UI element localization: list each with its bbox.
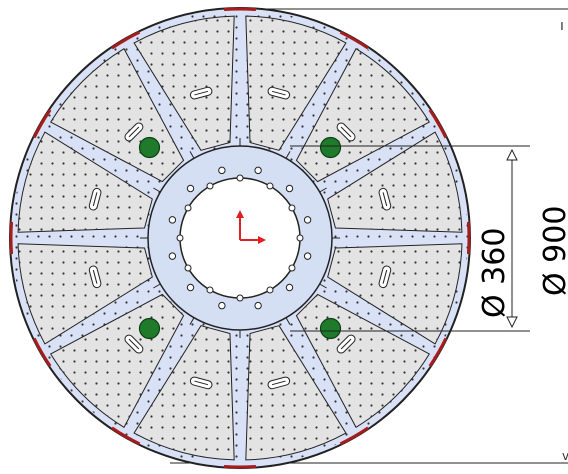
- plate-slot: [124, 334, 144, 354]
- rim-accent: [223, 7, 257, 12]
- plate-slot: [336, 334, 356, 354]
- plate-slot: [124, 122, 144, 142]
- hub-notch: [285, 151, 291, 159]
- bore-hole: [218, 301, 226, 310]
- grey-plate: [245, 15, 347, 151]
- bore-hole: [285, 184, 294, 193]
- rim-accents: [9, 7, 471, 469]
- bore-hole: [168, 216, 177, 224]
- green-bolt-icon: [319, 136, 342, 159]
- bore-scallop: [184, 204, 192, 212]
- rim-accent: [428, 337, 448, 367]
- green-bolt-icon: [138, 136, 161, 159]
- bore-hole: [218, 166, 226, 175]
- rim-accent: [32, 109, 52, 139]
- bore-scallop: [206, 286, 214, 294]
- plate-slot: [88, 187, 102, 211]
- grey-plate: [245, 325, 347, 461]
- bore-hole: [168, 252, 177, 260]
- dimension-label-outer: Ø 900: [538, 206, 568, 296]
- hub-notch: [285, 317, 291, 325]
- green-bolts: [138, 136, 342, 340]
- bore-scallop: [266, 182, 274, 190]
- dimension-label-inner: Ø 360: [477, 228, 512, 318]
- corner-mark-bottom: v: [562, 449, 568, 463]
- plate-slot: [267, 86, 291, 100]
- rim-accent: [111, 426, 141, 446]
- bore-hole: [186, 184, 195, 193]
- bore-hole: [254, 301, 262, 310]
- bore-scallop: [184, 264, 192, 272]
- plate-slot: [378, 187, 392, 211]
- grey-plate: [133, 15, 235, 151]
- hub-notches: [140, 138, 340, 338]
- grey-plate: [133, 325, 235, 461]
- green-bolt-icon: [319, 317, 342, 340]
- corner-mark-top: ı: [560, 18, 564, 34]
- grey-plate: [17, 243, 153, 345]
- bore-hole: [303, 216, 312, 224]
- bore-hole: [303, 252, 312, 260]
- bore-scallop: [266, 286, 274, 294]
- hub-notch: [153, 187, 161, 193]
- hub-notch: [319, 283, 327, 289]
- dimension-inner-360: [290, 145, 530, 332]
- bore-scallop: [206, 182, 214, 190]
- plate-slot: [267, 376, 291, 390]
- rim-accent: [466, 221, 471, 255]
- hub-notch: [189, 317, 195, 325]
- rim-accent: [428, 109, 448, 139]
- plate-slot: [378, 265, 392, 289]
- hub-notch: [153, 283, 161, 289]
- origin-axis-icon: [236, 210, 266, 244]
- plate-slot: [189, 376, 213, 390]
- grey-plate: [327, 243, 463, 345]
- bore-hole: [285, 283, 294, 292]
- rim-accent: [9, 221, 14, 255]
- bore-holes: [168, 166, 312, 310]
- rim-accent: [32, 337, 52, 367]
- bore-hole: [186, 283, 195, 292]
- rim-accent: [111, 30, 141, 50]
- bore-scallop: [296, 234, 304, 242]
- plate-slot: [336, 122, 356, 142]
- hub-notch: [189, 151, 195, 159]
- bore-scallop: [288, 264, 296, 272]
- rim-accent: [339, 30, 369, 50]
- bore-scallop: [236, 174, 244, 182]
- hub-notch: [319, 187, 327, 193]
- green-bolt-icon: [138, 317, 161, 340]
- bore-scallop: [288, 204, 296, 212]
- bore-scallop: [236, 294, 244, 302]
- bore-hole: [254, 166, 262, 175]
- bore-scallop: [176, 234, 184, 242]
- plate-slot: [189, 86, 213, 100]
- grey-plate: [17, 131, 153, 233]
- plate-slot: [88, 265, 102, 289]
- rim-accent: [223, 464, 257, 469]
- rim-accent: [339, 426, 369, 446]
- grey-plate: [327, 131, 463, 233]
